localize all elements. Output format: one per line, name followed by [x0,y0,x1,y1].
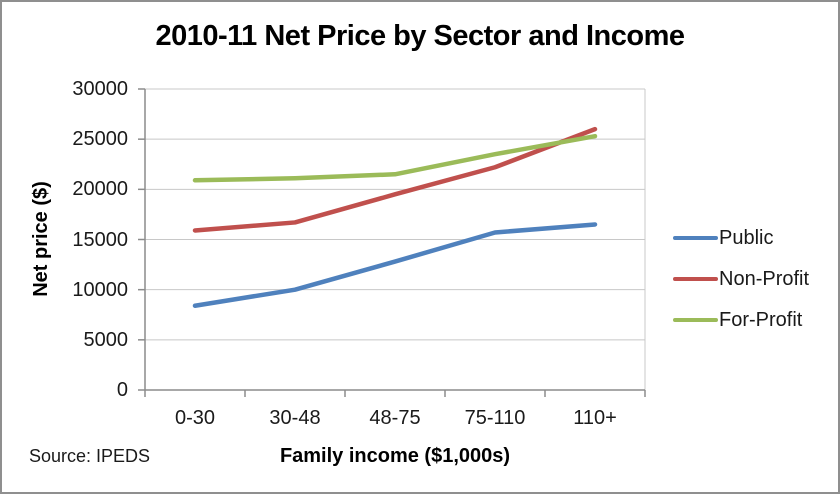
x-tick-label: 0-30 [174,407,216,429]
y-tick-label: 15000 [72,228,128,251]
y-tick-label: 5000 [83,328,129,351]
legend-item-non-profit: Non-Profit [673,267,809,291]
series-line-non-profit [192,126,598,233]
x-tick-label: 110+ [573,407,617,429]
legend-label: Public [719,227,774,249]
y-tick-label: 10000 [72,278,128,301]
x-tick-label: 30-48 [269,407,321,429]
legend-item-for-profit: For-Profit [673,308,809,332]
x-axis-title: Family income ($1,000s) [279,445,511,467]
y-tick-label: 30000 [72,78,128,100]
y-tick-label: 25000 [72,128,128,151]
legend: Public Non-Profit For-Profit [673,226,809,349]
source-note: Source: IPEDS [29,446,151,466]
y-tick-label: 20000 [72,178,128,201]
legend-line-swatch [673,277,718,281]
legend-line-swatch [673,236,718,240]
series-line-public [192,222,598,308]
legend-item-public: Public [673,226,809,250]
series-line-for-profit [192,133,598,183]
legend-label: Non-Profit [719,268,810,290]
legend-label: For-Profit [719,309,803,331]
x-tick-label: 48-75 [369,407,421,429]
chart-title: 2010-11 Net Price by Sector and Income [155,20,685,52]
x-tick-label: 75-110 [464,407,526,429]
legend-line-swatch [673,318,718,322]
y-tick-label: 0 [116,379,128,401]
